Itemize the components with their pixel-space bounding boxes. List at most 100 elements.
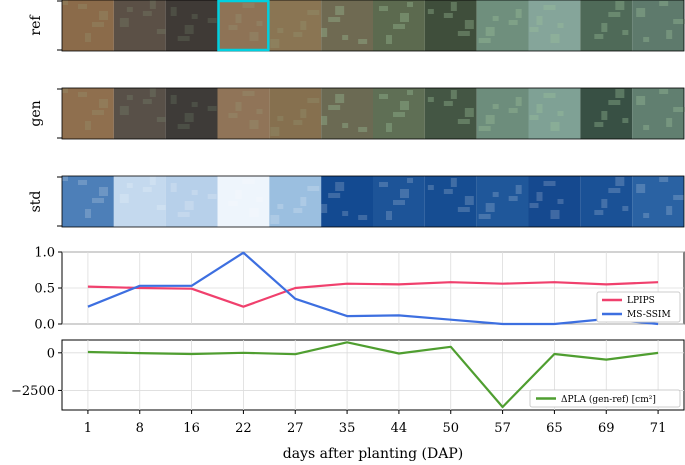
tile-texture	[207, 194, 217, 199]
x-axis-label: days after planting (DAP)	[283, 446, 463, 462]
tile-gen-35	[321, 88, 373, 139]
metrics-panel: 0.0 0.5 1.0 LPIPS MS-SSIM	[34, 246, 685, 333]
tile-texture	[427, 97, 434, 102]
tile-texture	[99, 187, 108, 196]
tile-gen-16	[165, 88, 218, 139]
x-tick-label: 8	[136, 421, 144, 436]
tile-texture	[594, 122, 604, 127]
tile-texture	[557, 199, 564, 204]
tile-texture	[62, 88, 68, 93]
tile-texture	[608, 100, 621, 105]
tile-texture	[673, 107, 685, 112]
tile-texture	[342, 211, 349, 216]
tile-texture	[300, 109, 307, 118]
tile-texture	[170, 183, 177, 192]
tile-texture	[400, 101, 409, 110]
x-tick-label: 16	[183, 421, 200, 436]
tile-texture	[386, 211, 392, 220]
metrics-line-0	[87, 281, 659, 308]
tile-texture	[443, 189, 453, 194]
x-tick-label: 50	[442, 421, 459, 436]
tile-texture	[443, 101, 453, 106]
tile-texture	[85, 33, 91, 42]
pla-legend-box	[529, 389, 681, 408]
tile-texture	[601, 111, 608, 120]
tile-texture	[149, 176, 156, 185]
tile-texture	[536, 16, 543, 25]
tile-texture	[170, 95, 177, 104]
tile-texture	[228, 25, 238, 30]
tile-texture	[321, 204, 328, 213]
tile-texture	[242, 91, 255, 96]
tile-texture	[379, 94, 388, 99]
tile-ref-69	[580, 0, 633, 51]
tile-texture	[622, 206, 629, 211]
tile-texture	[492, 16, 499, 21]
tile-texture	[643, 213, 650, 218]
tile-texture	[92, 110, 104, 115]
tile-texture	[249, 32, 259, 41]
tile-texture	[673, 195, 685, 200]
tile-ref-27	[269, 0, 322, 51]
tile-texture	[256, 197, 263, 202]
tile-texture	[249, 208, 259, 217]
tile-texture	[666, 118, 673, 127]
tile-texture	[242, 179, 255, 184]
tile-texture	[270, 215, 280, 224]
tile-texture	[235, 102, 242, 111]
tile-texture	[594, 210, 604, 215]
tile-texture	[126, 183, 133, 188]
tile-texture	[293, 208, 303, 213]
highlight-box	[217, 0, 270, 52]
tile-texture	[277, 116, 284, 121]
tile-ref-50	[424, 0, 477, 51]
tile-ref-71	[632, 0, 684, 51]
tile-texture	[400, 13, 409, 22]
row-frame	[61, 87, 685, 140]
tile-ref-35	[321, 0, 373, 51]
tile-texture	[393, 24, 405, 29]
tile-texture	[142, 99, 152, 104]
tile-gen-69	[580, 88, 633, 139]
tile-std-27	[269, 176, 322, 227]
legend-label-lpips: LPIPS	[627, 296, 655, 306]
tile-texture	[478, 38, 491, 43]
tile-texture	[673, 19, 685, 24]
tile-texture	[464, 20, 474, 29]
tile-texture	[242, 3, 255, 8]
tile-texture	[485, 203, 495, 212]
tile-texture	[379, 182, 388, 187]
tile-texture	[358, 39, 368, 44]
tile-texture	[78, 180, 87, 185]
tile-std-16	[165, 176, 218, 227]
tile-texture	[386, 35, 392, 44]
tile-texture	[191, 190, 198, 195]
pla-legend: ΔPLA (gen-ref) [cm²]	[529, 389, 681, 408]
tile-texture	[256, 109, 263, 114]
tile-ref-65	[528, 0, 581, 51]
tile-gen-44	[373, 88, 425, 139]
tile-texture	[529, 115, 539, 120]
tile-texture	[615, 1, 625, 10]
tile-std-44	[373, 176, 425, 227]
tile-texture	[386, 123, 392, 132]
tile-texture	[636, 8, 646, 17]
tile-texture	[407, 178, 413, 183]
tile-texture	[228, 201, 238, 206]
tile-texture	[536, 104, 543, 113]
tile-texture	[85, 121, 91, 130]
tile-texture	[594, 34, 604, 39]
metrics-legend: LPIPS MS-SSIM	[596, 291, 681, 323]
tile-texture	[119, 106, 129, 115]
tile-texture	[328, 193, 341, 198]
tile-texture	[342, 35, 349, 40]
tile-texture	[464, 108, 474, 117]
tile-texture	[191, 102, 198, 107]
tile-texture	[191, 14, 198, 19]
tile-texture	[184, 201, 194, 210]
pla-line-0	[87, 341, 659, 409]
tile-texture	[335, 6, 345, 15]
metrics-line-1	[87, 251, 659, 326]
tile-texture	[321, 116, 328, 125]
tile-texture	[550, 210, 560, 219]
